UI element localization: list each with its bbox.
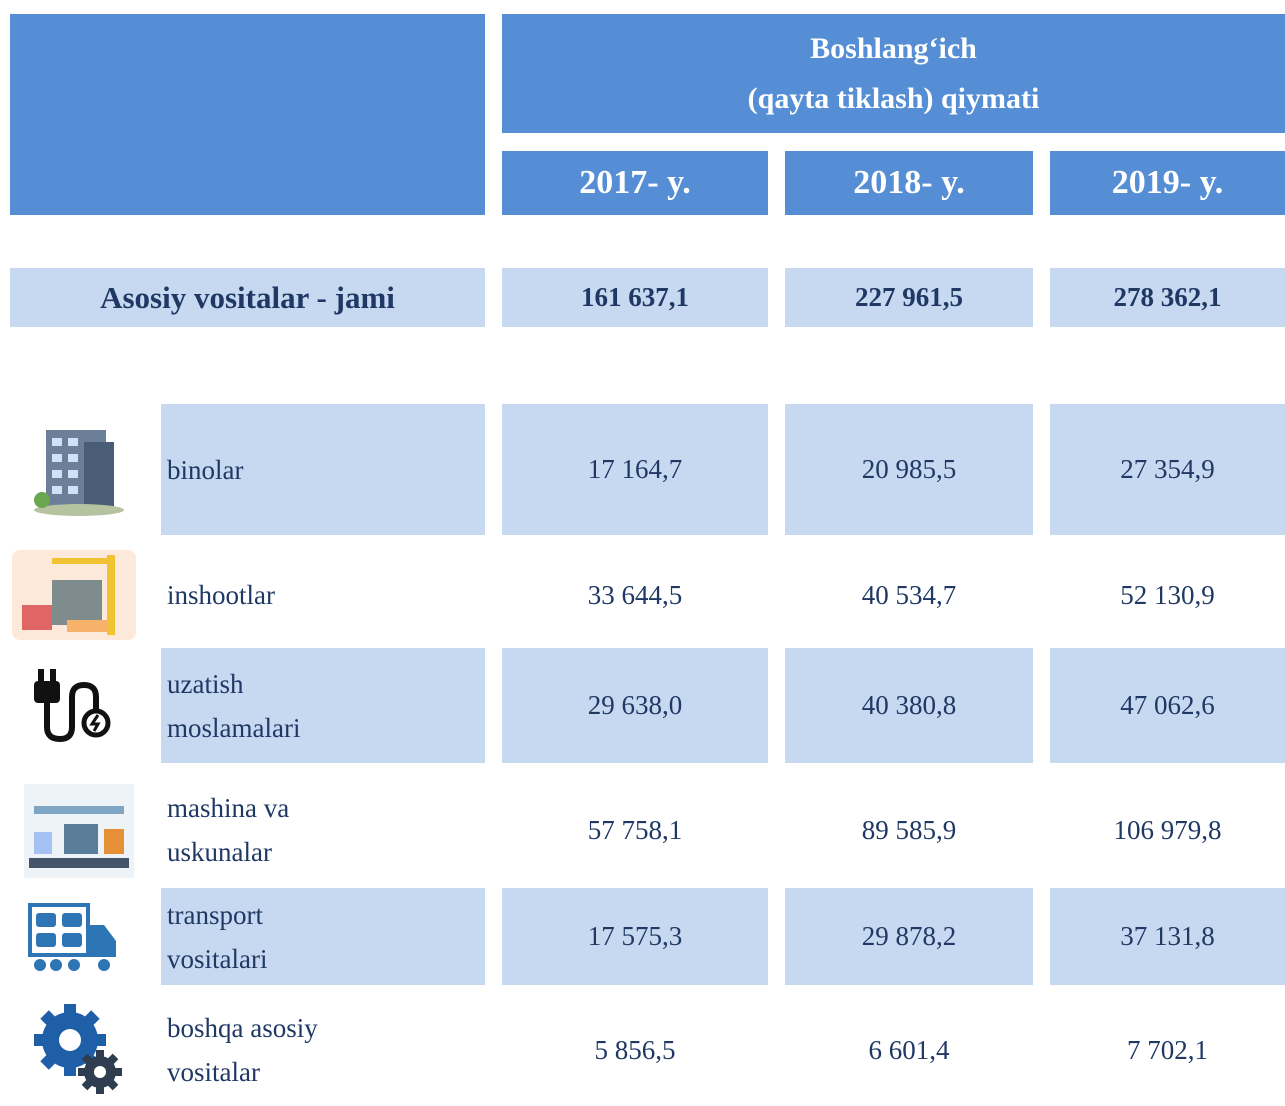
header-title: Boshlang‘ich (qayta tiklash) qiymati [502,14,1285,133]
total-value: 227 961,5 [785,268,1033,327]
row-value: 89 585,9 [861,814,957,845]
icon-plug [30,657,122,745]
row-label: binolar [161,404,485,535]
row-label: inshootlar [167,580,275,610]
year-header: 2019- y. [1050,151,1285,215]
row-value: 7 702,1 [1127,1034,1208,1065]
year-header: 2017- y. [502,151,768,215]
row-value: 27 354,9 [1050,404,1285,535]
row-value: 33 644,5 [587,579,683,610]
year-header: 2018- y. [785,151,1033,215]
icon-machinery [24,784,134,878]
title-line: (qayta tiklash) qiymati [747,81,1040,115]
icon-construction [12,550,136,640]
row-value: 106 979,8 [1113,814,1222,845]
row-label: uzatish moslamalari [161,648,485,763]
title-line: Boshlang‘ich [810,31,977,65]
row-value: 29 878,2 [785,888,1033,985]
icon-gears [34,1004,122,1094]
total-label: Asosiy vositalar - jami [10,268,485,327]
icon-truck [24,895,124,979]
row-value: 57 758,1 [587,814,683,845]
total-value: 161 637,1 [502,268,768,327]
row-value: 40 534,7 [861,579,957,610]
row-value: 6 601,4 [868,1034,950,1065]
total-value: 278 362,1 [1050,268,1285,327]
header-corner [10,14,485,215]
row-value: 47 062,6 [1050,648,1285,763]
row-value: 17 164,7 [502,404,768,535]
row-value: 20 985,5 [785,404,1033,535]
row-value: 52 130,9 [1120,579,1215,610]
row-value: 37 131,8 [1050,888,1285,985]
row-label: boshqa asosiy vositalar [167,1013,318,1087]
row-value: 17 575,3 [502,888,768,985]
icon-building [24,412,134,522]
row-value: 5 856,5 [594,1034,676,1065]
row-value: 29 638,0 [502,648,768,763]
row-label: transport vositalari [161,888,485,985]
row-label: mashina va uskunalar [167,793,290,867]
row-value: 40 380,8 [785,648,1033,763]
